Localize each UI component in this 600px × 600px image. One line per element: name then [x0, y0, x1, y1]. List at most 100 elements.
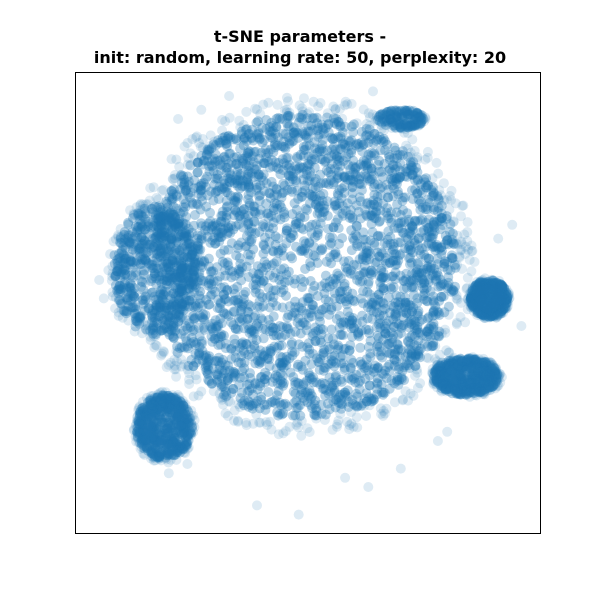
scatter-point [345, 340, 356, 351]
scatter-point [400, 192, 411, 203]
scatter-point [289, 397, 300, 408]
scatter-point [325, 175, 336, 186]
scatter-point [223, 360, 233, 371]
scatter-point [200, 360, 211, 371]
scatter-point [348, 127, 359, 138]
scatter-point [399, 171, 410, 182]
scatter-point [221, 167, 232, 178]
scatter-point [355, 276, 365, 287]
scatter-point [195, 186, 206, 197]
scatter-point [202, 156, 213, 167]
scatter-point [405, 316, 415, 327]
scatter-point [288, 171, 299, 182]
scatter-point [385, 174, 396, 185]
scatter-point [361, 411, 372, 421]
scatter-point [462, 235, 473, 246]
scatter-point [358, 140, 368, 150]
scatter-point [168, 322, 179, 333]
scatter-point [156, 248, 167, 258]
scatter-point [261, 115, 272, 125]
scatter-point [250, 358, 261, 369]
scatter-point [254, 134, 265, 145]
scatter-point [447, 284, 457, 295]
scatter-point [334, 322, 345, 333]
scatter-point [228, 384, 238, 394]
scatter-point [228, 284, 239, 295]
scatter-point [351, 370, 362, 380]
scatter-point [421, 331, 432, 342]
scatter-point [380, 303, 391, 314]
scatter-point [271, 198, 282, 209]
scatter-point [161, 262, 172, 273]
scatter-point [211, 186, 222, 197]
scatter-point [323, 359, 334, 370]
scatter-point [410, 184, 421, 195]
scatter-point [283, 266, 294, 277]
scatter-point [369, 366, 379, 377]
scatter-point [467, 245, 478, 256]
scatter-point [412, 327, 423, 338]
scatter-point [230, 323, 241, 334]
scatter-point [161, 214, 171, 225]
scatter-point [213, 194, 224, 204]
scatter-point [126, 286, 137, 297]
scatter-point [236, 304, 247, 315]
scatter-point [107, 271, 118, 282]
scatter-point [264, 326, 275, 337]
scatter-point [194, 347, 205, 358]
scatter-point [182, 341, 193, 352]
scatter-point [215, 339, 226, 350]
scatter-point [241, 241, 252, 251]
scatter-point [407, 134, 418, 145]
scatter-point [366, 163, 377, 174]
scatter-point [129, 326, 140, 337]
scatter-point [403, 317, 414, 328]
scatter-point [350, 400, 361, 411]
scatter-point [192, 240, 203, 251]
scatter-point [393, 364, 404, 375]
scatter-point [370, 257, 381, 268]
scatter-point [218, 368, 229, 379]
scatter-point [212, 369, 223, 380]
scatter-point [158, 290, 169, 300]
scatter-point [356, 179, 367, 190]
scatter-point [295, 390, 306, 401]
scatter-point [190, 348, 201, 359]
scatter-point [245, 373, 256, 383]
scatter-point [204, 353, 215, 364]
scatter-point [290, 222, 301, 233]
scatter-point [248, 244, 259, 255]
scatter-point [170, 282, 181, 293]
scatter-point [438, 291, 449, 302]
scatter-point [239, 181, 250, 192]
scatter-point [178, 255, 189, 266]
scatter-point [370, 300, 381, 310]
scatter-point [366, 174, 377, 184]
scatter-point [146, 287, 157, 298]
scatter-point [225, 190, 236, 201]
scatter-point [359, 260, 370, 271]
scatter-point [228, 224, 239, 235]
scatter-point [293, 193, 304, 204]
scatter-point [219, 152, 229, 163]
scatter-point [222, 187, 233, 198]
scatter-point [339, 293, 349, 304]
scatter-point [323, 127, 334, 138]
scatter-point [267, 297, 278, 308]
scatter-point [442, 264, 453, 275]
scatter-point [367, 206, 378, 216]
scatter-point [384, 348, 395, 359]
scatter-point [358, 227, 369, 238]
scatter-point [348, 313, 359, 323]
scatter-point [382, 339, 393, 349]
scatter-point [265, 144, 276, 155]
scatter-point [374, 216, 385, 227]
scatter-point [423, 180, 433, 191]
scatter-point [392, 318, 402, 329]
scatter-point [175, 265, 186, 276]
scatter-point [393, 361, 404, 372]
scatter-point [304, 349, 315, 359]
scatter-point [264, 354, 275, 365]
scatter-point [254, 358, 265, 369]
scatter-point [272, 140, 283, 151]
